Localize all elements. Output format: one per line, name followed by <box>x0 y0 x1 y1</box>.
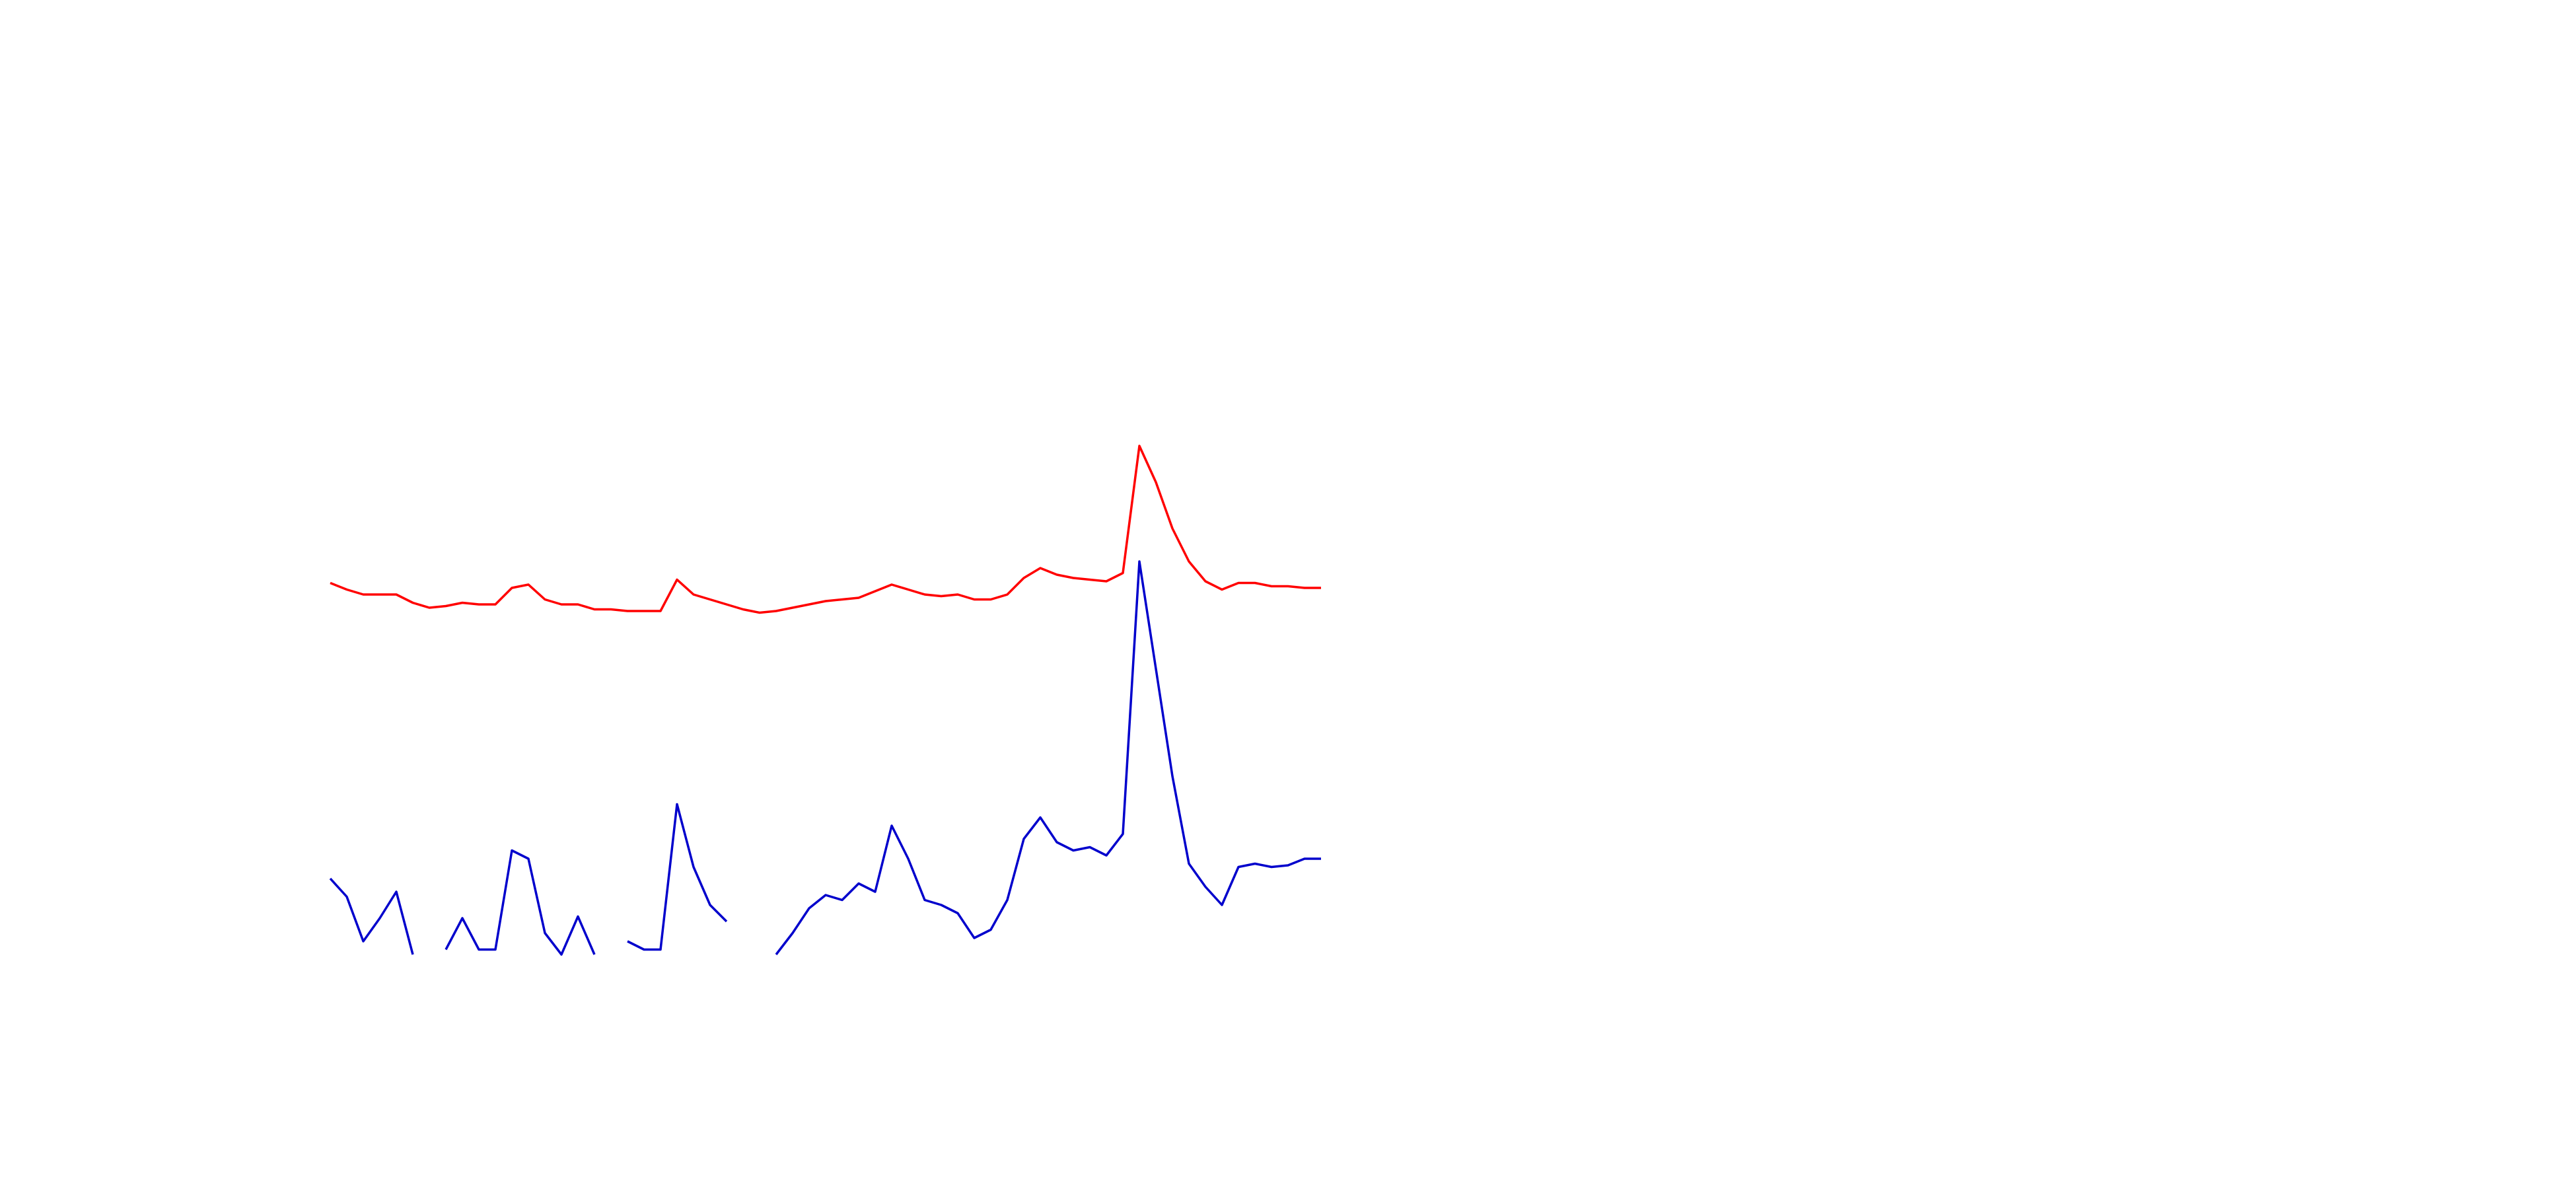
data-line <box>329 560 1321 956</box>
data-line <box>330 445 1321 614</box>
